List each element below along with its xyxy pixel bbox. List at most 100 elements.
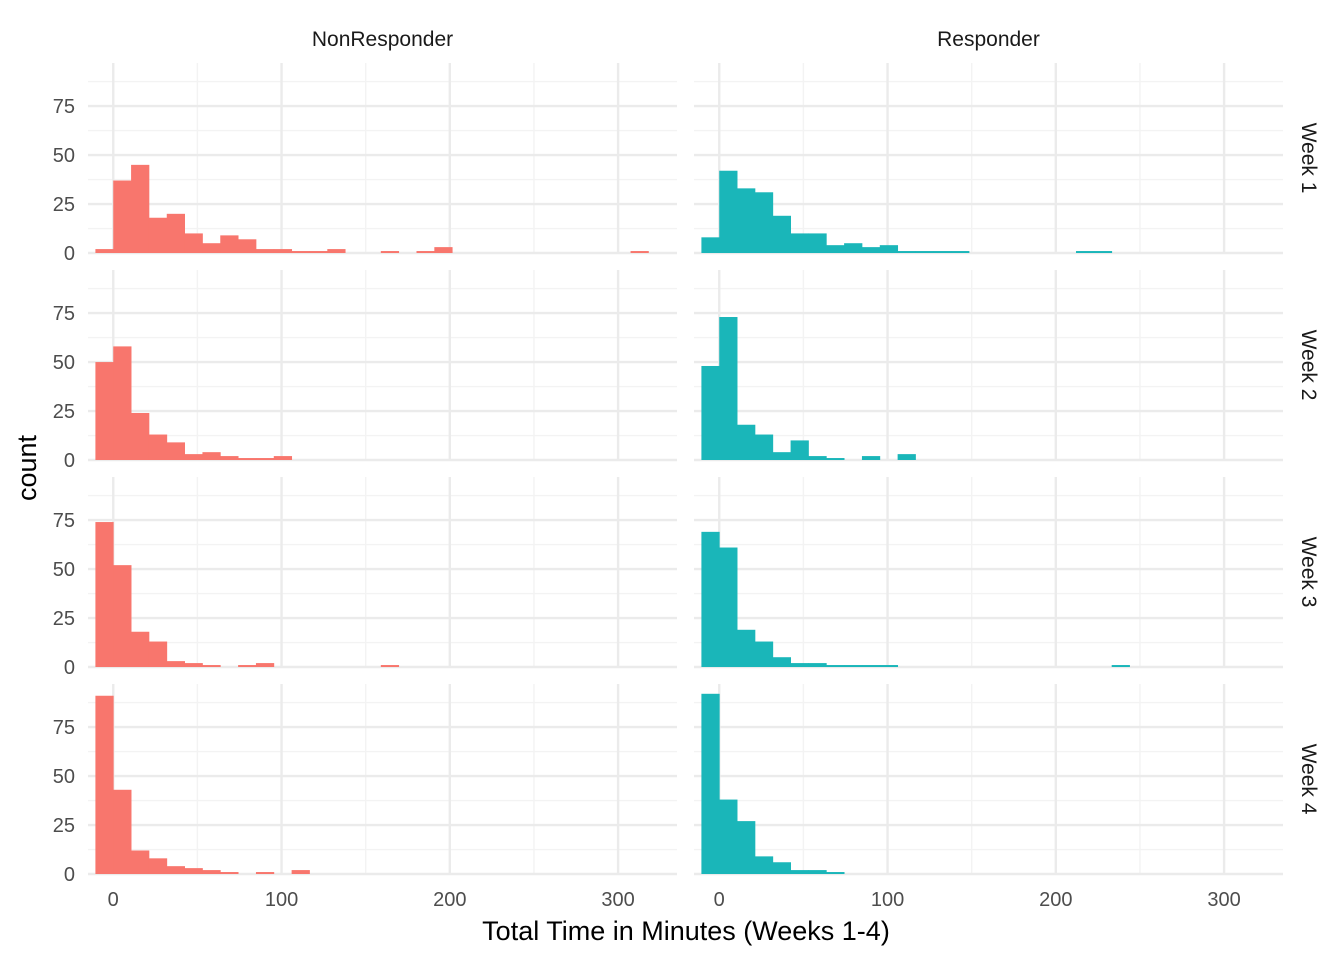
panel-responder-week-3	[694, 477, 1283, 669]
row-strip-week-2: Week 2	[1297, 330, 1320, 401]
histogram-bar	[220, 872, 239, 874]
histogram-bar	[772, 657, 791, 667]
histogram-bar	[719, 547, 738, 667]
histogram-bar	[220, 235, 239, 253]
y-tick-label: 50	[53, 559, 75, 581]
histogram-bar	[790, 440, 809, 460]
column-strip-responder: Responder	[937, 28, 1040, 51]
histogram-bar	[737, 424, 756, 460]
column-strip-nonresponder: NonResponder	[312, 28, 453, 51]
y-tick-label: 75	[53, 510, 75, 532]
histogram-bar	[202, 452, 221, 460]
y-tick-label: 75	[53, 96, 75, 118]
histogram-bar	[826, 245, 845, 253]
y-tick-label: 0	[64, 243, 75, 265]
histogram-bar	[380, 251, 400, 253]
x-tick-label: 200	[1039, 889, 1072, 911]
histogram-bar	[790, 870, 809, 874]
histogram-bar	[826, 665, 845, 667]
histogram-bar	[148, 641, 168, 667]
histogram-bar	[148, 217, 168, 253]
histogram-bar	[897, 454, 916, 460]
panels-layer: 0 25 50 75 0 25 50 75 0 25 50 75 0 25 50 75 0 100 200 300 0 1…	[53, 28, 1320, 911]
x-tick-label: 0	[714, 889, 725, 911]
histogram-bar	[701, 237, 720, 253]
histogram-bar	[184, 454, 203, 460]
y-tick-label: 0	[64, 450, 75, 472]
histogram-bar	[113, 565, 132, 667]
panel-nonresponder-week-4: 0 25 50 75 0 100 200 300	[53, 684, 677, 911]
histogram-bar	[95, 522, 114, 667]
y-tick-label: 25	[53, 608, 75, 630]
histogram-bar	[737, 188, 756, 253]
x-axis-title: Total Time in Minutes (Weeks 1-4)	[482, 916, 890, 946]
y-tick-label: 0	[64, 864, 75, 886]
histogram-bar	[719, 317, 738, 460]
histogram-bar	[861, 456, 881, 460]
histogram-bar	[754, 434, 774, 460]
histogram-bar	[255, 872, 275, 874]
histogram-bar	[826, 458, 845, 460]
histogram-bar	[844, 243, 863, 253]
y-tick-label: 50	[53, 145, 75, 167]
histogram-bar	[148, 858, 168, 874]
histogram-bar	[772, 452, 791, 460]
histogram-bar	[131, 412, 150, 460]
histogram-bar	[113, 346, 132, 460]
histogram-bar	[915, 251, 934, 253]
histogram-bar	[166, 661, 185, 667]
histogram-bar	[879, 245, 899, 253]
histogram-bar	[255, 249, 275, 253]
histogram-bar	[844, 665, 863, 667]
histogram-bar	[772, 215, 791, 253]
x-tick-label: 300	[1207, 889, 1240, 911]
histogram-bar	[826, 872, 845, 874]
histogram-bar	[291, 251, 310, 253]
histogram-bar	[184, 663, 203, 667]
histogram-bar	[790, 663, 809, 667]
histogram-bar	[861, 247, 881, 253]
histogram-bar	[1093, 251, 1113, 253]
histogram-bar	[754, 192, 774, 253]
histogram-bar	[630, 251, 649, 253]
y-tick-label: 75	[53, 717, 75, 739]
histogram-bar	[166, 213, 185, 253]
histogram-bar	[202, 243, 221, 253]
histogram-bar	[701, 693, 720, 874]
histogram-bar	[95, 362, 114, 460]
panel-responder-week-1	[694, 63, 1283, 255]
x-tick-label: 300	[601, 889, 634, 911]
histogram-bar	[754, 641, 774, 667]
histogram-bar	[291, 870, 310, 874]
histogram-bar	[309, 251, 328, 253]
histogram-bar	[113, 789, 132, 874]
histogram-bar	[416, 251, 435, 253]
histogram-bar	[273, 249, 293, 253]
x-tick-label: 100	[871, 889, 904, 911]
y-tick-label: 25	[53, 401, 75, 423]
y-tick-label: 25	[53, 194, 75, 216]
labels-layer: Total Time in Minutes (Weeks 1-4) count	[12, 434, 890, 946]
histogram-bar	[737, 629, 756, 667]
histogram-bar	[238, 665, 257, 667]
x-tick-label: 200	[433, 889, 466, 911]
histogram-bar	[808, 456, 827, 460]
panel-responder-week-4: 0 100 200 300	[694, 684, 1283, 911]
histogram-bar	[238, 239, 257, 253]
y-tick-label: 50	[53, 766, 75, 788]
histogram-bar	[897, 251, 916, 253]
histogram-bar	[719, 170, 738, 253]
histogram-bar	[184, 868, 203, 874]
histogram-bar	[95, 695, 114, 874]
histogram-bar	[951, 251, 970, 253]
histogram-bar	[202, 665, 221, 667]
histogram-bar	[238, 458, 257, 460]
panel-nonresponder-week-3: 0 25 50 75	[53, 477, 677, 679]
y-axis-title: count	[12, 434, 42, 501]
histogram-bar	[255, 663, 275, 667]
x-tick-label: 0	[108, 889, 119, 911]
histogram-bar	[255, 458, 275, 460]
histogram-bar	[808, 663, 827, 667]
histogram-bar	[737, 821, 756, 874]
histogram-bar	[933, 251, 952, 253]
